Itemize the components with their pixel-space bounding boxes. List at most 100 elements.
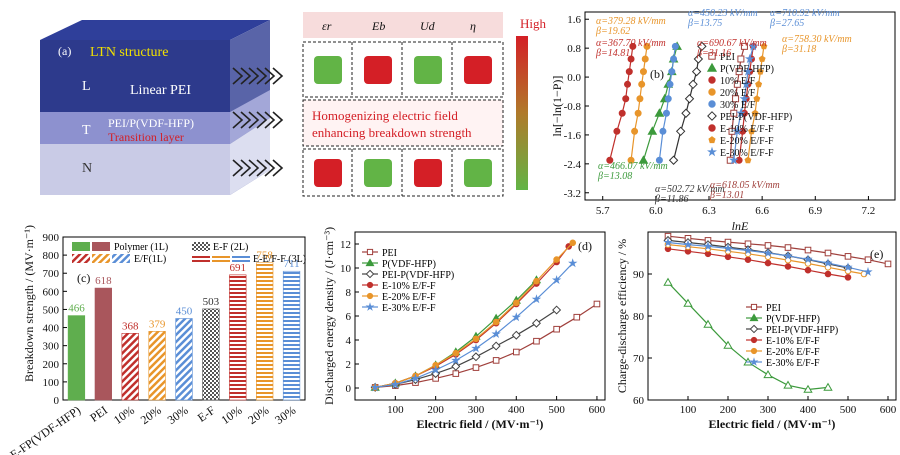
legend-entry: PEI-P(VDF-HFP) (720, 112, 792, 123)
series-0-point (824, 249, 832, 257)
legend-entry: P(VDF-HFP) (720, 64, 774, 75)
x-axis-label: Electric field / (MV·m⁻¹) (709, 417, 836, 431)
series-4-point (662, 109, 670, 117)
series-0-point (764, 242, 772, 249)
series-5-point (688, 79, 698, 90)
bar (202, 308, 220, 401)
series-3-point (724, 253, 732, 261)
series-8-point (748, 41, 759, 51)
y-tick-label: -0.8 (564, 101, 582, 113)
weibull-beta: β=27.65 (769, 18, 804, 29)
bar (121, 333, 139, 401)
y-tick-label: 10 (340, 263, 352, 275)
weibull-beta: β=13.01 (709, 190, 744, 201)
series-3-point (627, 156, 635, 164)
legend-entry: 10% E/F (720, 76, 756, 87)
series-5-point (697, 41, 707, 52)
series-line-2 (609, 46, 634, 161)
legend-entry: E-30% E/F-F (766, 358, 820, 369)
legend-entry: PEI-P(VDF-HFP) (766, 325, 838, 336)
series-5-point (681, 108, 691, 118)
series-1-point (803, 384, 813, 393)
legend-marker (708, 100, 716, 108)
series-5-point (491, 329, 501, 338)
y-tick-label: 200 (43, 359, 60, 371)
series-1-point (683, 298, 693, 307)
legend-swatch (232, 254, 250, 263)
series-0-point (492, 357, 500, 364)
panel-tag: (d) (578, 239, 592, 253)
series-3-point (636, 95, 644, 103)
series-7-point (755, 80, 763, 88)
legend-entry: PEI (720, 52, 735, 63)
y-tick-label: -1.6 (564, 130, 582, 142)
layer-t (40, 112, 230, 144)
panel-c-tag: (c) (77, 271, 90, 285)
series-1-point (703, 319, 713, 328)
x-tick-label: 400 (800, 404, 817, 416)
series-2-point (552, 305, 562, 315)
series-0-point (472, 364, 480, 371)
series-2-point (471, 352, 481, 362)
bar (94, 287, 112, 401)
x-tick-label: 500 (840, 404, 857, 416)
series-4-point (553, 256, 560, 263)
legend-entry: P(VDF-HFP) (382, 259, 436, 270)
legend-entry: E-30% E/F-F (720, 148, 774, 159)
series-5-point (370, 382, 380, 392)
chevron-arrows (232, 67, 284, 177)
y-tick-label: 90 (633, 269, 645, 281)
weibull-alpha: α=618.05 kV/mm (710, 180, 780, 191)
x-tick-label: 200 (720, 404, 737, 416)
series-0-point (804, 246, 812, 254)
series-5-point (390, 379, 401, 389)
layer-t-letter: T (82, 123, 91, 138)
row-l-box (302, 41, 504, 98)
series-2-point (531, 318, 541, 328)
param-square-r0-c2 (414, 56, 442, 84)
legend-swatch (72, 242, 90, 251)
y-tick-label: 400 (43, 323, 60, 335)
param-square-r1-c0 (314, 159, 342, 187)
series-4-point (472, 335, 480, 343)
series-0-point (844, 253, 852, 260)
series-4-point (664, 95, 672, 103)
weibull-beta: β=31.16 (696, 48, 731, 59)
weibull-alpha: α=690.67 kV/mm (697, 38, 767, 49)
series-8-point (729, 155, 739, 165)
series-4-point (569, 239, 577, 247)
weibull-alpha: α=466.07 kV/mm (598, 161, 668, 172)
weibull-beta: β=31.18 (781, 44, 816, 55)
y-tick-label: 60 (633, 395, 645, 407)
series-3-point (844, 274, 852, 281)
legend-entry: E-20% E/F-F (382, 292, 436, 303)
bar-value-label: 466 (68, 303, 85, 315)
bar-value-label: 618 (95, 275, 112, 287)
series-8-point (741, 79, 751, 89)
legend-marker (366, 248, 374, 256)
legend-marker (708, 52, 716, 60)
y-tick-label: 0 (54, 395, 60, 407)
series-5-point (568, 258, 578, 268)
series-2-point (451, 361, 461, 371)
series-8-point (743, 66, 753, 76)
series-5-point (783, 250, 793, 260)
legend-entry: E-10% E/F-F (720, 124, 774, 135)
weibull-alpha: α=710.92 kV/mm (770, 8, 840, 19)
series-3-point (824, 270, 832, 278)
series-4-point (671, 42, 679, 50)
y-tick-label: 700 (43, 268, 60, 280)
series-0-point (732, 95, 740, 103)
series-0-point (452, 370, 460, 377)
legend-marker (749, 357, 759, 366)
series-2-point (431, 369, 441, 379)
layer-t-name: PEI/P(VDF-HFP) (108, 116, 194, 130)
series-5-point (684, 94, 695, 104)
legend-entry: 30% E/F (720, 100, 756, 111)
series-0-point (733, 80, 741, 88)
series-8-point (744, 53, 755, 64)
series-5-point (691, 66, 702, 77)
bar-value-label: 691 (230, 262, 247, 274)
series-1-point (663, 277, 673, 286)
series-5-point (663, 237, 673, 247)
